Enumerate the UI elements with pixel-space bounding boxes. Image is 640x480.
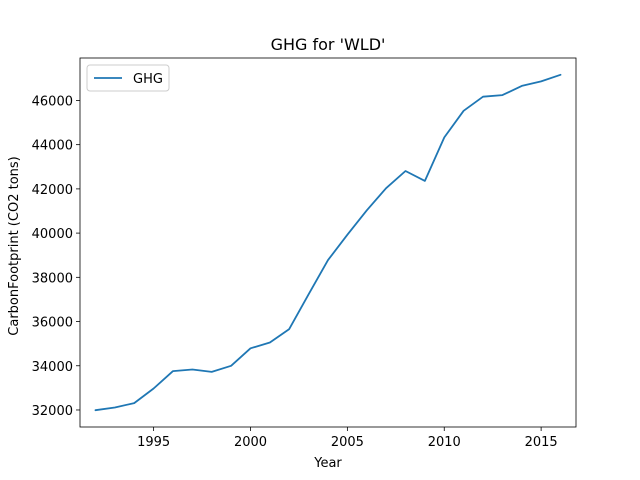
y-tick-label: 40000 [32,227,73,242]
y-tick-label: 38000 [32,271,73,286]
x-tick-label: 2010 [428,435,461,450]
x-tick-label: 2015 [525,435,558,450]
y-axis: 32000 34000 36000 38000 40000 42000 44000 46000 [32,94,80,419]
x-axis: 1995 2000 2005 2010 2015 [137,427,558,450]
x-axis-label: Year [313,456,342,471]
y-tick-label: 44000 [32,139,73,154]
x-tick-label: 2000 [234,435,267,450]
legend-box [86,64,170,92]
legend-label: GHG [133,72,163,87]
y-tick-label: 46000 [32,94,73,109]
x-tick-label: 2005 [331,435,364,450]
plot-area [79,57,577,428]
x-tick-label: 1995 [137,435,170,450]
legend: GHG [86,64,170,92]
chart-title: GHG for 'WLD' [271,35,386,54]
y-tick-label: 42000 [32,183,73,198]
y-tick-label: 32000 [32,404,73,419]
y-axis-label: CarbonFootprint (CO2 tons) [7,156,22,335]
y-tick-label: 36000 [32,316,73,331]
axes-frame [79,57,577,428]
y-tick-label: 34000 [32,360,73,375]
